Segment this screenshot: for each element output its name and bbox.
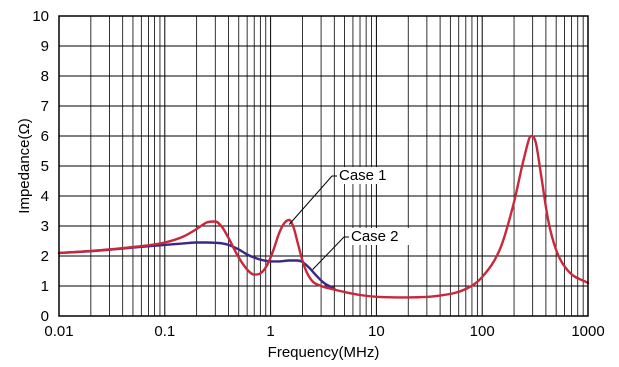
grid: [58, 15, 588, 317]
annotation-bg-case-1: [337, 167, 401, 184]
y-tick-label: 5: [41, 158, 49, 175]
y-tick-label: 2: [41, 248, 49, 265]
y-tick-label: 1: [41, 278, 49, 295]
y-tick-label: 6: [41, 128, 49, 145]
y-tick-labels: 0 1 2 3 4 5 6 7 8 9 10: [32, 8, 49, 325]
annotation-label-case-1: Case 1: [339, 167, 387, 184]
x-tick-label: 0.01: [44, 323, 73, 340]
annotation-bg-case-2: [349, 228, 413, 245]
y-tick-label: 0: [41, 308, 49, 325]
y-tick-label: 10: [32, 8, 49, 25]
series-layer: [57, 134, 590, 299]
x-axis-title: Frequency(MHz): [268, 344, 380, 361]
annotation-leader-case-2: [312, 236, 351, 270]
plot-border: [58, 15, 589, 317]
x-tick-label: 1: [266, 323, 274, 340]
y-tick-label: 4: [41, 188, 49, 205]
series-line-case-1: [57, 134, 590, 299]
x-tick-label: 1000: [571, 323, 604, 340]
annotation-label-case-2: Case 2: [351, 228, 399, 245]
x-tick-label: 100: [470, 323, 495, 340]
x-tick-labels: 0.01 0.1 1 10 100 1000: [44, 323, 604, 340]
y-tick-label: 8: [41, 68, 49, 85]
annotation-layer: Case 1 Case 2: [288, 167, 413, 270]
x-tick-label: 0.1: [154, 323, 175, 340]
y-axis-title: Impedance(Ω): [16, 118, 33, 213]
annotation-leader-case-1: [288, 175, 339, 225]
y-tick-label: 7: [41, 98, 49, 115]
x-tick-label: 10: [368, 323, 385, 340]
y-tick-label: 9: [41, 38, 49, 55]
y-tick-label: 3: [41, 218, 49, 235]
